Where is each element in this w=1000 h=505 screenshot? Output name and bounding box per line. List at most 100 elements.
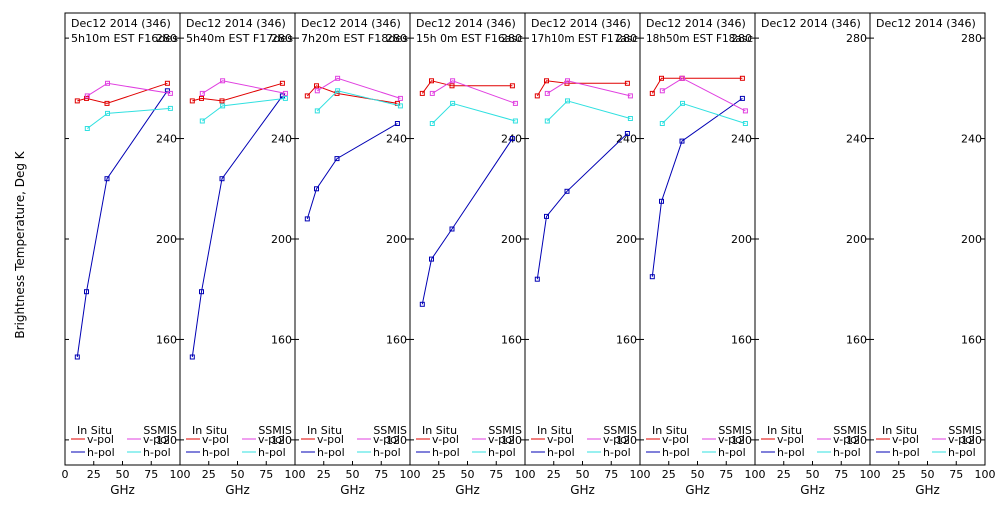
panel-3-series-ssmis-h-pol-point-2 xyxy=(335,88,341,94)
panel-5-series-ssmis-h-pol-point-3 xyxy=(627,116,633,121)
panel-6-series-in-situ-h-pol-point-2 xyxy=(659,198,664,204)
panel-5-xlabel: GHz xyxy=(570,483,595,497)
panel-3-subtitle: 7h20m EST F18des xyxy=(301,32,408,45)
panel-2-series-ssmis-h-pol-point-2 xyxy=(220,103,226,109)
panel-6-series-in-situ-v-pol-point-2 xyxy=(659,75,664,81)
panel-7-legend-insitu-hpol-label: h-pol xyxy=(777,446,805,459)
panel-7-legend-ssmis-header: SSMIS xyxy=(833,424,867,437)
panel-3-legend-insitu-header: In Situ xyxy=(307,424,342,437)
panel-1-series-ssmis-v-pol-point-1 xyxy=(84,93,90,99)
panel-8-legend-insitu-hpol-label: h-pol xyxy=(892,446,920,459)
panel-2-legend-ssmis-hpol-label: h-pol xyxy=(258,446,286,459)
panel-5-xtick-label-50: 50 xyxy=(576,468,590,481)
panel-5-title: Dec12 2014 (346) xyxy=(531,17,631,30)
panel-3-legend-ssmis-hpol-label: h-pol xyxy=(373,446,401,459)
panel-6-series-ssmis-v-pol-line xyxy=(662,77,746,112)
panel-3-series-ssmis-h-pol-point-1 xyxy=(314,108,320,114)
panel-5-legend-ssmis-hpol-label: h-pol xyxy=(603,446,631,459)
panel-6-xtick-label-50: 50 xyxy=(691,468,705,481)
panel-5-subtitle: 17h10m EST F17asc xyxy=(531,32,638,45)
panel-3-ytick-label-240: 240 xyxy=(386,133,407,146)
panel-8-xtick-label-75: 75 xyxy=(949,468,963,481)
panel-1-xtick-label-75: 75 xyxy=(144,468,158,481)
panel-3-ytick-label-280: 280 xyxy=(386,32,407,45)
panel-1-ytick-label-200: 200 xyxy=(156,233,177,246)
panel-4-legend-insitu-vpol-label: v-pol xyxy=(432,433,459,446)
panel-2-series-ssmis-h-pol-line xyxy=(202,97,286,122)
panel-3-ytick-label-160: 160 xyxy=(386,333,407,346)
panel-4-xlabel: GHz xyxy=(455,483,480,497)
panel-1-ytick-label-120: 120 xyxy=(156,434,177,447)
panel-5-series-in-situ-h-pol-line xyxy=(536,133,628,280)
panel-5-legend-ssmis-vpol-label: v-pol xyxy=(603,433,630,446)
panel-5-ytick-label-160: 160 xyxy=(616,333,637,346)
panel-2-series-in-situ-v-pol-point-1 xyxy=(189,98,195,104)
panel-2-series-in-situ-v-pol-point-4 xyxy=(279,80,285,86)
panel-7-title: Dec12 2014 (346) xyxy=(761,17,861,30)
panel-4-series-in-situ-v-pol-point-1 xyxy=(419,90,425,96)
panel-5-legend-insitu-header: In Situ xyxy=(537,424,572,437)
panel-2-series-ssmis-h-pol-point-3 xyxy=(282,95,288,101)
panel-3-xtick-label-75: 75 xyxy=(374,468,388,481)
panel-5-series-in-situ-v-pol-point-4 xyxy=(624,80,630,86)
panel-4-series-ssmis-v-pol-point-1 xyxy=(429,90,435,96)
panel-8-legend-insitu-header: In Situ xyxy=(882,424,917,437)
panel-4-series-in-situ-h-pol-point-2 xyxy=(429,256,434,262)
panel-6-series-ssmis-h-pol-point-1 xyxy=(659,121,665,126)
panel-5-series-in-situ-v-pol-point-1 xyxy=(534,93,540,99)
panel-6-title: Dec12 2014 (346) xyxy=(646,17,746,30)
panel-1-legend-insitu-header: In Situ xyxy=(77,424,112,437)
panel-8-legend-ssmis-hpol-label: h-pol xyxy=(948,446,976,459)
panel-2-title: Dec12 2014 (346) xyxy=(186,17,286,30)
panel-1-subtitle: 5h10m EST F16des xyxy=(71,32,178,45)
panel-7-xlabel: GHz xyxy=(800,483,825,497)
panel-4-series-in-situ-h-pol-point-3 xyxy=(449,226,455,232)
panel-6-series-in-situ-v-pol-point-1 xyxy=(649,90,655,96)
panel-8-xlabel: GHz xyxy=(915,483,940,497)
y-axis-label: Brightness Temperature, Deg K xyxy=(13,150,27,338)
panel-5-ytick-label-120: 120 xyxy=(616,434,637,447)
panel-2-legend-insitu-header: In Situ xyxy=(192,424,227,437)
panel-4-series-in-situ-h-pol-point-1 xyxy=(419,301,425,307)
panel-8-xtick-label-50: 50 xyxy=(921,468,935,481)
panel-8-ytick-label-200: 200 xyxy=(961,233,982,246)
panel-6-legend-insitu-vpol-label: v-pol xyxy=(662,433,689,446)
panel-5-legend-insitu-vpol-label: v-pol xyxy=(547,433,574,446)
panel-2-series-in-situ-v-pol-point-3 xyxy=(219,98,225,104)
panel-6-series-ssmis-h-pol-point-3 xyxy=(742,121,748,126)
panel-6-legend-ssmis-hpol-label: h-pol xyxy=(718,446,746,459)
panel-1-ytick-label-240: 240 xyxy=(156,133,177,146)
panel-3-xtick-label-50: 50 xyxy=(346,468,360,481)
panel-7-ytick-label-120: 120 xyxy=(846,434,867,447)
panel-6-series-ssmis-v-pol-point-2 xyxy=(680,75,685,81)
panel-4-xtick-label-75: 75 xyxy=(489,468,503,481)
panel-8-ytick-label-240: 240 xyxy=(961,133,982,146)
panel-6-series-in-situ-v-pol-point-4 xyxy=(739,75,745,81)
panel-2-series-ssmis-v-pol-point-1 xyxy=(199,90,205,96)
panel-7-ytick-label-240: 240 xyxy=(846,133,867,146)
panel-3-series-ssmis-v-pol-point-3 xyxy=(397,95,403,101)
panel-3-series-in-situ-v-pol-point-2 xyxy=(314,83,319,89)
panel-7-xtick-label-75: 75 xyxy=(834,468,848,481)
panel-4-legend-ssmis-header: SSMIS xyxy=(488,424,522,437)
panel-6-series-in-situ-v-pol-line xyxy=(651,77,743,94)
panel-5-xtick-label-100: 100 xyxy=(630,468,651,481)
panel-5-series-ssmis-v-pol-point-2 xyxy=(565,78,570,84)
panel-8-legend-ssmis-header: SSMIS xyxy=(948,424,982,437)
panel-4-title: Dec12 2014 (346) xyxy=(416,17,516,30)
panel-3-series-in-situ-h-pol-point-3 xyxy=(334,156,340,162)
panel-1-series-in-situ-h-pol-point-1 xyxy=(74,354,80,360)
panel-5-ytick-label-280: 280 xyxy=(616,32,637,45)
panel-2-ytick-label-160: 160 xyxy=(271,333,292,346)
panel-2-legend-ssmis-vpol-label: v-pol xyxy=(258,433,285,446)
panel-5-series-ssmis-v-pol-point-3 xyxy=(627,93,633,99)
panel-4-series-in-situ-h-pol-line xyxy=(421,138,513,305)
panel-4-series-ssmis-h-pol-point-1 xyxy=(429,121,435,126)
panel-3-series-in-situ-h-pol-line xyxy=(306,123,398,220)
panel-6-legend-ssmis-header: SSMIS xyxy=(718,424,752,437)
panel-6-series-ssmis-h-pol-line xyxy=(661,102,746,124)
panel-3-series-in-situ-v-pol-point-1 xyxy=(304,93,310,99)
panel-1-ytick-label-280: 280 xyxy=(156,32,177,45)
